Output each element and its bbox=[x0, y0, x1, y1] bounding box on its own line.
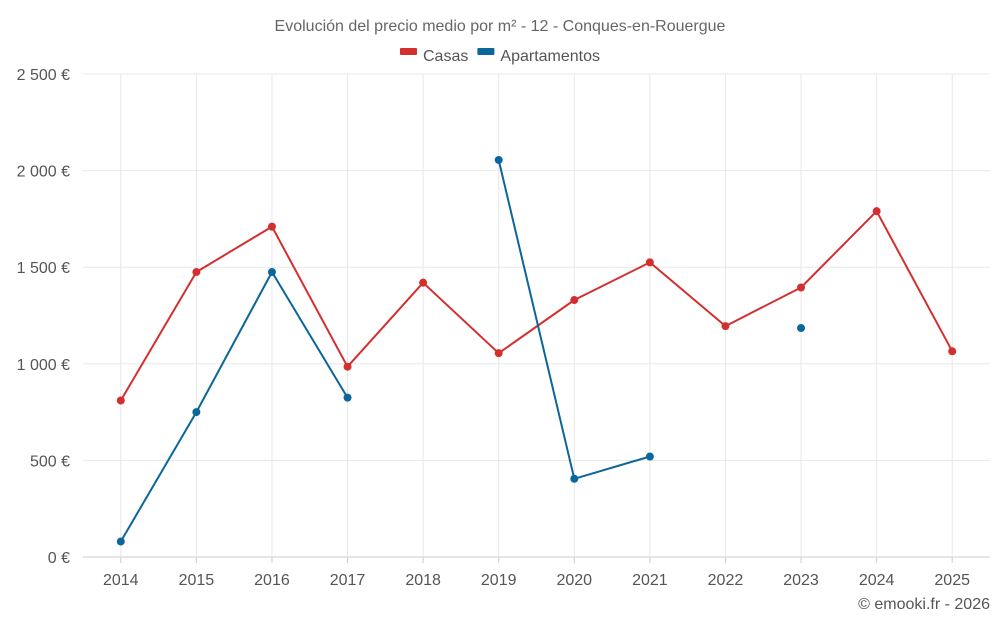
chart-title: Evolución del precio medio por m² - 12 -… bbox=[275, 18, 726, 35]
x-tick-label: 2014 bbox=[103, 572, 139, 589]
data-point[interactable] bbox=[872, 207, 881, 216]
series-casas bbox=[116, 207, 957, 405]
data-point[interactable] bbox=[645, 452, 654, 461]
y-tick-label: 500 € bbox=[30, 453, 70, 470]
legend-swatch bbox=[400, 48, 417, 55]
legend-item-casas[interactable]: Casas bbox=[400, 48, 468, 65]
data-point[interactable] bbox=[570, 296, 579, 305]
data-point[interactable] bbox=[797, 324, 806, 333]
series-line bbox=[119, 210, 954, 402]
legend-label: Casas bbox=[423, 48, 468, 65]
series-apartamentos bbox=[116, 155, 806, 546]
legend-swatch bbox=[477, 48, 495, 55]
data-point[interactable] bbox=[419, 278, 428, 287]
data-point[interactable] bbox=[948, 347, 957, 356]
x-tick-label: 2016 bbox=[254, 572, 290, 589]
x-tick-label: 2025 bbox=[934, 572, 970, 589]
x-tick-label: 2017 bbox=[330, 572, 366, 589]
data-point[interactable] bbox=[494, 349, 503, 358]
series-line bbox=[119, 271, 349, 543]
data-point[interactable] bbox=[267, 268, 276, 277]
credit-text: © emooki.fr - 2026 bbox=[858, 596, 990, 613]
x-tick-label: 2024 bbox=[859, 572, 895, 589]
data-point[interactable] bbox=[116, 396, 125, 405]
x-tick-label: 2023 bbox=[783, 572, 819, 589]
data-point[interactable] bbox=[570, 474, 579, 483]
data-point[interactable] bbox=[343, 362, 352, 371]
legend: Casas Apartamentos bbox=[400, 48, 600, 65]
y-tick-label: 2 500 € bbox=[17, 67, 70, 84]
y-tick-label: 0 € bbox=[48, 550, 70, 567]
x-tick-label: 2018 bbox=[405, 572, 441, 589]
data-point[interactable] bbox=[116, 537, 125, 546]
y-tick-label: 1 000 € bbox=[17, 357, 70, 374]
x-tick-label: 2015 bbox=[179, 572, 215, 589]
data-point[interactable] bbox=[192, 408, 201, 417]
legend-label: Apartamentos bbox=[500, 48, 600, 65]
data-point[interactable] bbox=[343, 393, 352, 402]
data-point[interactable] bbox=[645, 258, 654, 267]
data-point[interactable] bbox=[267, 222, 276, 231]
data-point[interactable] bbox=[797, 283, 806, 292]
grid bbox=[83, 73, 990, 558]
series-layer bbox=[116, 155, 957, 546]
data-point[interactable] bbox=[192, 268, 201, 277]
data-point[interactable] bbox=[721, 322, 730, 331]
y-tick-label: 1 500 € bbox=[17, 260, 70, 277]
x-tick-label: 2020 bbox=[556, 572, 592, 589]
legend-item-apartamentos[interactable]: Apartamentos bbox=[477, 48, 600, 65]
y-axis: 0 € 500 € 1 000 € 1 500 € 2 000 € 2 500 € bbox=[17, 67, 70, 567]
data-point[interactable] bbox=[494, 155, 503, 164]
y-tick-label: 2 000 € bbox=[17, 164, 70, 181]
x-tick-label: 2022 bbox=[708, 572, 744, 589]
x-tick-label: 2021 bbox=[632, 572, 668, 589]
x-axis: 2014 2015 2016 2017 2018 2019 2020 2021 2022 2023… bbox=[103, 557, 970, 589]
x-tick-label: 2019 bbox=[481, 572, 517, 589]
